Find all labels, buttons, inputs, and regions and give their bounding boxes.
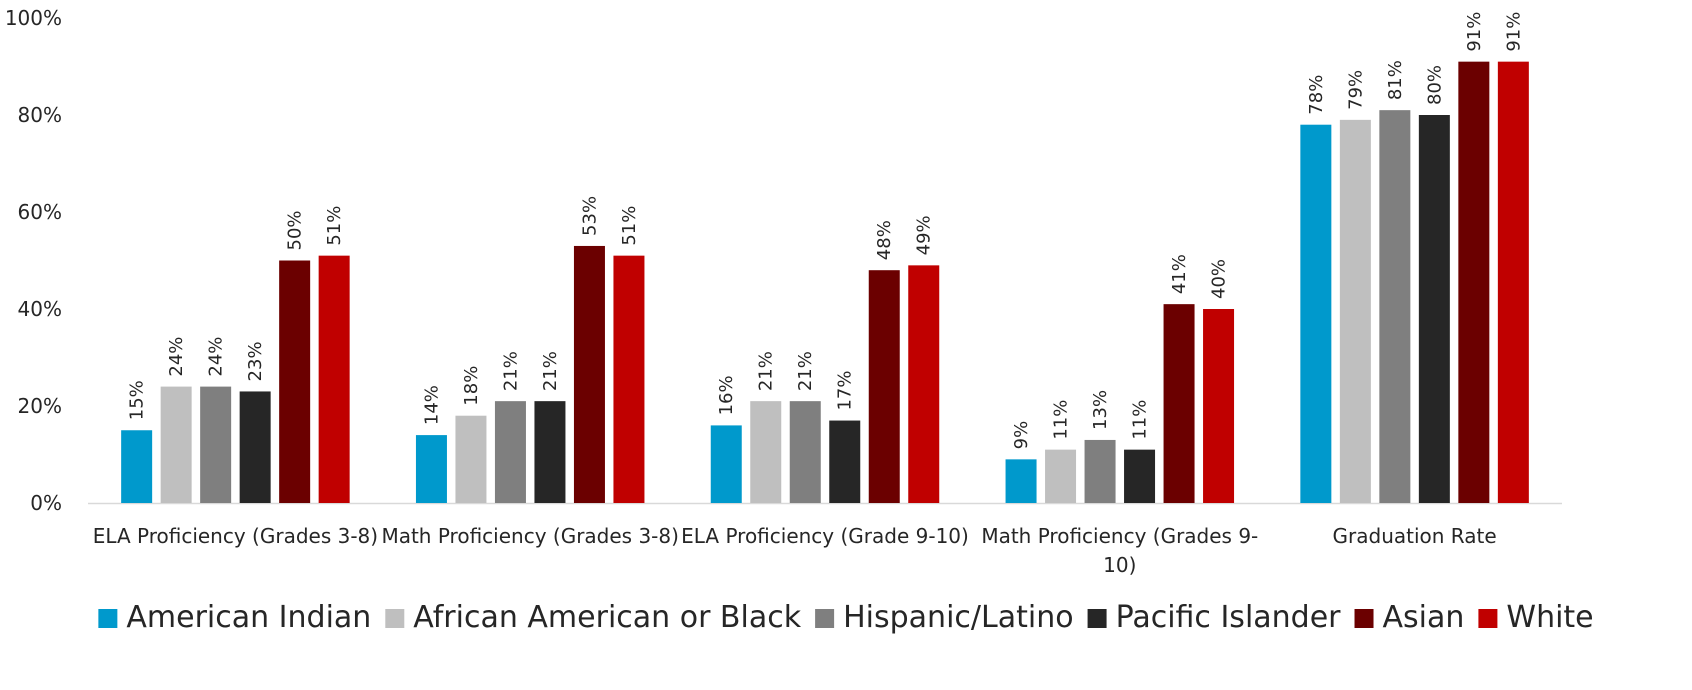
data-label: 15% — [127, 380, 148, 420]
bar — [494, 401, 526, 503]
data-label: 40% — [1209, 259, 1230, 299]
bar — [613, 255, 645, 503]
bar — [1379, 110, 1411, 504]
data-label: 21% — [756, 351, 777, 391]
bar — [573, 245, 605, 503]
data-label: 21% — [540, 351, 561, 391]
bar — [829, 420, 861, 503]
legend-swatch — [98, 609, 118, 628]
y-tick-label: 60% — [18, 200, 62, 224]
data-label: 9% — [1011, 421, 1032, 450]
legend-label: Asian — [1383, 600, 1465, 635]
data-label: 16% — [716, 375, 737, 415]
data-label: 11% — [1130, 400, 1151, 440]
bar — [1084, 439, 1116, 503]
legend-label: Hispanic/Latino — [843, 600, 1073, 635]
bar — [1203, 309, 1235, 503]
data-label: 21% — [500, 351, 521, 391]
bar — [1497, 61, 1529, 504]
data-label: 49% — [914, 215, 935, 255]
legend-swatch — [1354, 609, 1374, 628]
x-category-label: 10) — [1103, 553, 1136, 577]
bar — [710, 425, 742, 503]
bar — [1300, 124, 1332, 503]
data-label: 51% — [324, 206, 345, 246]
x-category-label: Math Proficiency (Grades 9- — [981, 524, 1258, 548]
data-label: 81% — [1385, 60, 1406, 100]
data-label: 50% — [285, 210, 306, 250]
bar — [1458, 61, 1490, 504]
data-label: 53% — [579, 196, 600, 236]
data-label: 51% — [619, 206, 640, 246]
bar — [121, 430, 153, 503]
data-label: 41% — [1169, 254, 1190, 294]
y-tick-label: 100% — [5, 6, 62, 30]
bar — [1163, 304, 1195, 503]
data-label: 18% — [461, 366, 482, 406]
bar — [455, 415, 487, 503]
data-label: 11% — [1051, 400, 1072, 440]
legend-swatch — [1478, 609, 1498, 628]
data-label: 24% — [166, 337, 187, 377]
data-label: 80% — [1424, 65, 1445, 105]
legend-swatch — [385, 609, 405, 628]
x-category-label: ELA Proficiency (Grade 9-10) — [681, 524, 969, 548]
bar — [908, 265, 940, 503]
legend-label: African American or Black — [413, 600, 801, 635]
y-tick-label: 0% — [30, 491, 62, 515]
x-category-label: Math Proficiency (Grades 3-8) — [381, 524, 678, 548]
data-label: 17% — [835, 371, 856, 411]
bar — [279, 260, 311, 503]
data-label: 91% — [1503, 12, 1524, 52]
data-label: 13% — [1090, 390, 1111, 430]
data-label: 79% — [1345, 70, 1366, 110]
legend-swatch — [815, 609, 835, 628]
bar — [318, 255, 350, 503]
bar — [239, 391, 271, 503]
data-label: 48% — [874, 220, 895, 260]
y-tick-label: 40% — [18, 297, 62, 321]
bar — [1418, 115, 1450, 503]
x-category-label: Graduation Rate — [1333, 524, 1497, 548]
bar — [1339, 119, 1371, 503]
legend-label: American Indian — [126, 600, 371, 635]
bar — [1124, 449, 1156, 503]
y-tick-label: 80% — [18, 103, 62, 127]
bar — [750, 401, 782, 503]
bar — [200, 386, 232, 503]
bar — [534, 401, 566, 503]
data-label: 23% — [245, 341, 266, 381]
data-label: 91% — [1464, 12, 1485, 52]
bar — [789, 401, 821, 503]
data-label: 78% — [1306, 75, 1327, 115]
data-label: 14% — [421, 385, 442, 425]
bar — [1045, 449, 1077, 503]
bar — [415, 435, 447, 503]
y-tick-label: 20% — [18, 394, 62, 418]
legend-label: White — [1506, 600, 1593, 635]
x-category-label: ELA Proficiency (Grades 3-8) — [93, 524, 378, 548]
legend-label: Pacific Islander — [1116, 600, 1342, 635]
bar — [160, 386, 192, 503]
bar — [1005, 459, 1037, 503]
legend-swatch — [1087, 609, 1107, 628]
bar — [868, 270, 900, 503]
data-label: 24% — [206, 337, 227, 377]
data-label: 21% — [795, 351, 816, 391]
